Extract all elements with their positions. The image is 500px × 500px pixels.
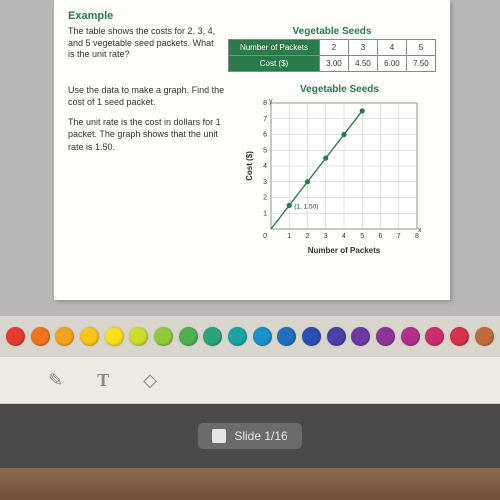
intro-text: The table shows the costs for 2, 3, 4, a… <box>68 26 218 72</box>
table-cell: 3 <box>348 40 377 56</box>
table-row: Cost ($) 3.00 4.50 6.00 7.50 <box>229 56 436 72</box>
worksheet-card: Example The table shows the costs for 2,… <box>54 0 450 300</box>
svg-text:x: x <box>418 227 422 234</box>
tool-strip: ✎ T ◇ <box>0 356 500 404</box>
pen-tool-icon[interactable]: ✎ <box>48 370 63 391</box>
svg-text:7: 7 <box>263 116 267 123</box>
table-cell: 4.50 <box>348 56 377 72</box>
example-heading: Example <box>68 10 436 22</box>
table-cell: 7.50 <box>406 56 435 72</box>
line-chart: 1 2 3 4 5 6 7 8 1 2 3 4 5 6 7 8 0 y x (1, 1.50) Number of Pa… <box>243 97 423 257</box>
color-swatch[interactable] <box>277 327 296 346</box>
color-swatch[interactable] <box>302 327 321 346</box>
color-swatch[interactable] <box>475 327 494 346</box>
svg-text:7: 7 <box>397 233 401 240</box>
svg-text:8: 8 <box>263 100 267 107</box>
row-intro-table: The table shows the costs for 2, 3, 4, a… <box>68 26 436 72</box>
table-cell: 3.00 <box>319 56 348 72</box>
slide-text: Slide 1/16 <box>234 429 287 443</box>
svg-text:6: 6 <box>379 233 383 240</box>
svg-text:1: 1 <box>263 210 267 217</box>
svg-text:Cost ($): Cost ($) <box>245 151 254 181</box>
desk-surface <box>0 468 500 500</box>
data-table: Number of Packets 2 3 4 5 Cost ($) 3.00 … <box>228 39 436 72</box>
svg-text:2: 2 <box>306 233 310 240</box>
svg-text:8: 8 <box>415 233 419 240</box>
slide-indicator[interactable]: Slide 1/16 <box>198 423 301 449</box>
color-swatch[interactable] <box>450 327 469 346</box>
table-cell: 6.00 <box>377 56 406 72</box>
row-header: Cost ($) <box>229 56 320 72</box>
text-tool-icon[interactable]: T <box>97 370 109 391</box>
instructions: Use the data to make a graph. Find the c… <box>68 84 233 257</box>
color-swatch[interactable] <box>105 327 124 346</box>
instruction-text: The unit rate is the cost in dollars for… <box>68 116 233 152</box>
row-header: Number of Packets <box>229 40 320 56</box>
color-swatch[interactable] <box>327 327 346 346</box>
color-swatch[interactable] <box>401 327 420 346</box>
svg-text:5: 5 <box>263 147 267 154</box>
svg-text:2: 2 <box>263 195 267 202</box>
color-swatch[interactable] <box>80 327 99 346</box>
color-swatch[interactable] <box>351 327 370 346</box>
table-cell: 2 <box>319 40 348 56</box>
color-swatch[interactable] <box>31 327 50 346</box>
color-swatch[interactable] <box>55 327 74 346</box>
expand-icon <box>212 429 226 443</box>
table-title: Vegetable Seeds <box>228 26 436 37</box>
svg-text:(1, 1.50): (1, 1.50) <box>294 203 318 210</box>
data-table-wrap: Vegetable Seeds Number of Packets 2 3 4 … <box>228 26 436 72</box>
svg-text:3: 3 <box>263 179 267 186</box>
color-swatch[interactable] <box>203 327 222 346</box>
color-swatch[interactable] <box>228 327 247 346</box>
svg-text:Number of Packets: Number of Packets <box>308 246 381 255</box>
instruction-text: Use the data to make a graph. Find the c… <box>68 84 233 108</box>
bottom-bar: Slide 1/16 <box>0 404 500 468</box>
svg-text:0: 0 <box>263 233 267 240</box>
color-palette <box>0 316 500 356</box>
color-swatch[interactable] <box>179 327 198 346</box>
table-cell: 4 <box>377 40 406 56</box>
color-swatch[interactable] <box>376 327 395 346</box>
color-swatch[interactable] <box>6 327 25 346</box>
chart-wrap: Vegetable Seeds 1 2 3 4 5 6 7 8 1 2 3 4 5 6 7 8 0 y x (1, 1… <box>243 84 436 257</box>
svg-text:3: 3 <box>324 233 328 240</box>
eraser-tool-icon[interactable]: ◇ <box>143 370 157 391</box>
svg-text:y: y <box>269 98 273 105</box>
color-swatch[interactable] <box>154 327 173 346</box>
svg-text:1: 1 <box>287 233 291 240</box>
svg-text:6: 6 <box>263 132 267 139</box>
color-swatch[interactable] <box>129 327 148 346</box>
table-cell: 5 <box>406 40 435 56</box>
svg-text:4: 4 <box>263 163 267 170</box>
table-row: Number of Packets 2 3 4 5 <box>229 40 436 56</box>
chart-title: Vegetable Seeds <box>243 84 436 95</box>
svg-text:4: 4 <box>342 233 346 240</box>
row-instruction-chart: Use the data to make a graph. Find the c… <box>68 84 436 257</box>
color-swatch[interactable] <box>425 327 444 346</box>
color-swatch[interactable] <box>253 327 272 346</box>
svg-text:5: 5 <box>360 233 364 240</box>
